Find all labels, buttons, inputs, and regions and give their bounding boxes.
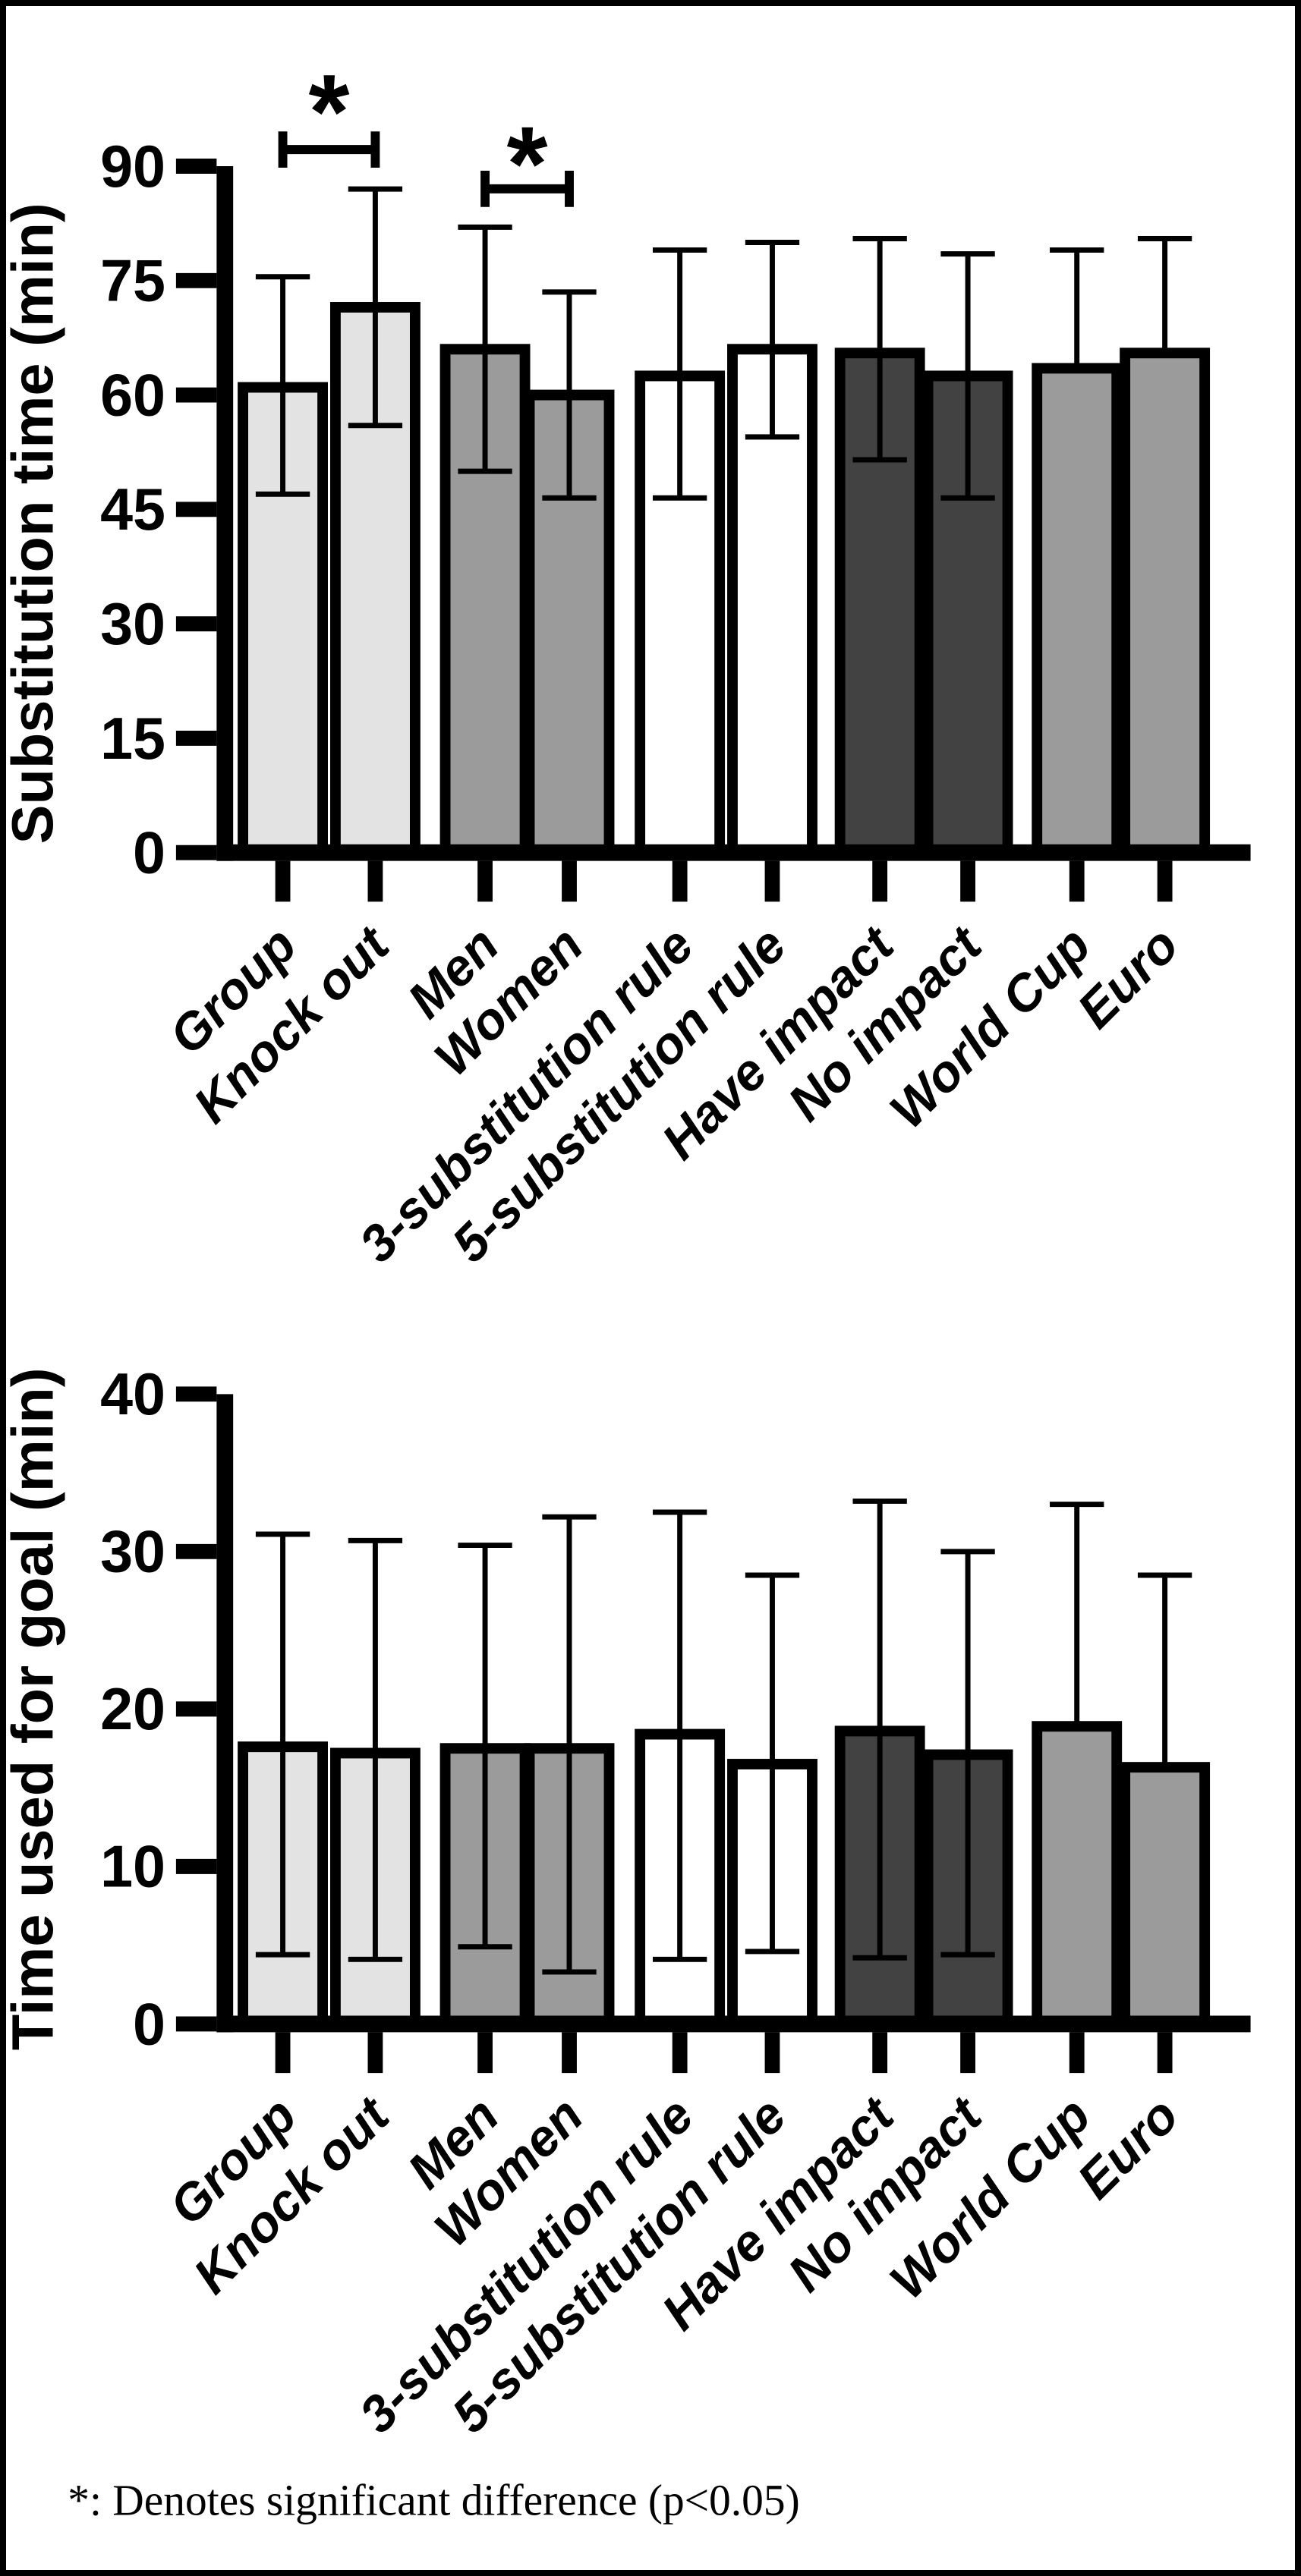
sig-asterisk-men-women: *: [507, 105, 548, 222]
y-tick-label: 15: [100, 706, 165, 772]
error-bar-men: [458, 224, 512, 474]
error-bar-3-substitution-rule: [652, 247, 707, 501]
sig-bracket-group-knock-out: [278, 131, 380, 168]
error-bar-group: [255, 1531, 310, 1958]
bar-women: [524, 389, 615, 858]
y-tick-label: 0: [133, 1992, 165, 2057]
error-bar-no-impact: [940, 1549, 995, 1958]
y-tick-label: 40: [100, 1362, 165, 1427]
x-category-label-euro: Euro: [1067, 917, 1189, 1040]
y-tick-label: 20: [100, 1677, 165, 1742]
y-tick-label: 30: [100, 1520, 165, 1585]
bar-euro: [1120, 348, 1211, 858]
significance-footnote: *: Denotes significant difference (p<0.0…: [68, 2477, 799, 2524]
error-bar-world-cup: [1050, 247, 1104, 369]
y-tick-label: 45: [100, 477, 165, 543]
y-axis-title: Substitution time (min): [6, 203, 65, 844]
error-bar-have-impact: [852, 1498, 907, 1961]
bar-world-cup: [1032, 363, 1123, 858]
y-tick-label: 0: [133, 820, 165, 885]
y-tick-label: 60: [100, 363, 165, 428]
x-category-label-euro: Euro: [1067, 2087, 1189, 2210]
error-bar-3-substitution-rule: [652, 1509, 707, 1962]
y-tick-label: 75: [100, 248, 165, 313]
error-bar-women: [542, 289, 597, 501]
error-bar-euro: [1137, 1572, 1192, 1768]
error-bar-knock-out: [348, 1537, 403, 1962]
bar-euro: [1120, 1762, 1211, 2030]
error-bar-world-cup: [1050, 1502, 1104, 1727]
sig-asterisk-group-knock-out: *: [309, 53, 350, 171]
y-tick-label: 30: [100, 592, 165, 657]
error-bar-no-impact: [940, 251, 995, 501]
error-bar-5-substitution-rule: [745, 240, 800, 440]
y-axis-title: Time used for goal (min): [6, 1367, 65, 2050]
error-bar-knock-out: [348, 186, 403, 429]
error-bar-5-substitution-rule: [745, 1572, 800, 1955]
error-bar-have-impact: [852, 236, 907, 463]
error-bar-women: [542, 1514, 597, 1975]
error-bar-group: [255, 274, 310, 497]
sig-bracket-men-women: [480, 170, 574, 207]
bar-world-cup: [1032, 1721, 1123, 2030]
y-tick-label: 10: [100, 1835, 165, 1900]
y-tick-label: 90: [100, 134, 165, 200]
error-bar-euro: [1137, 236, 1192, 354]
error-bar-men: [458, 1543, 512, 1950]
